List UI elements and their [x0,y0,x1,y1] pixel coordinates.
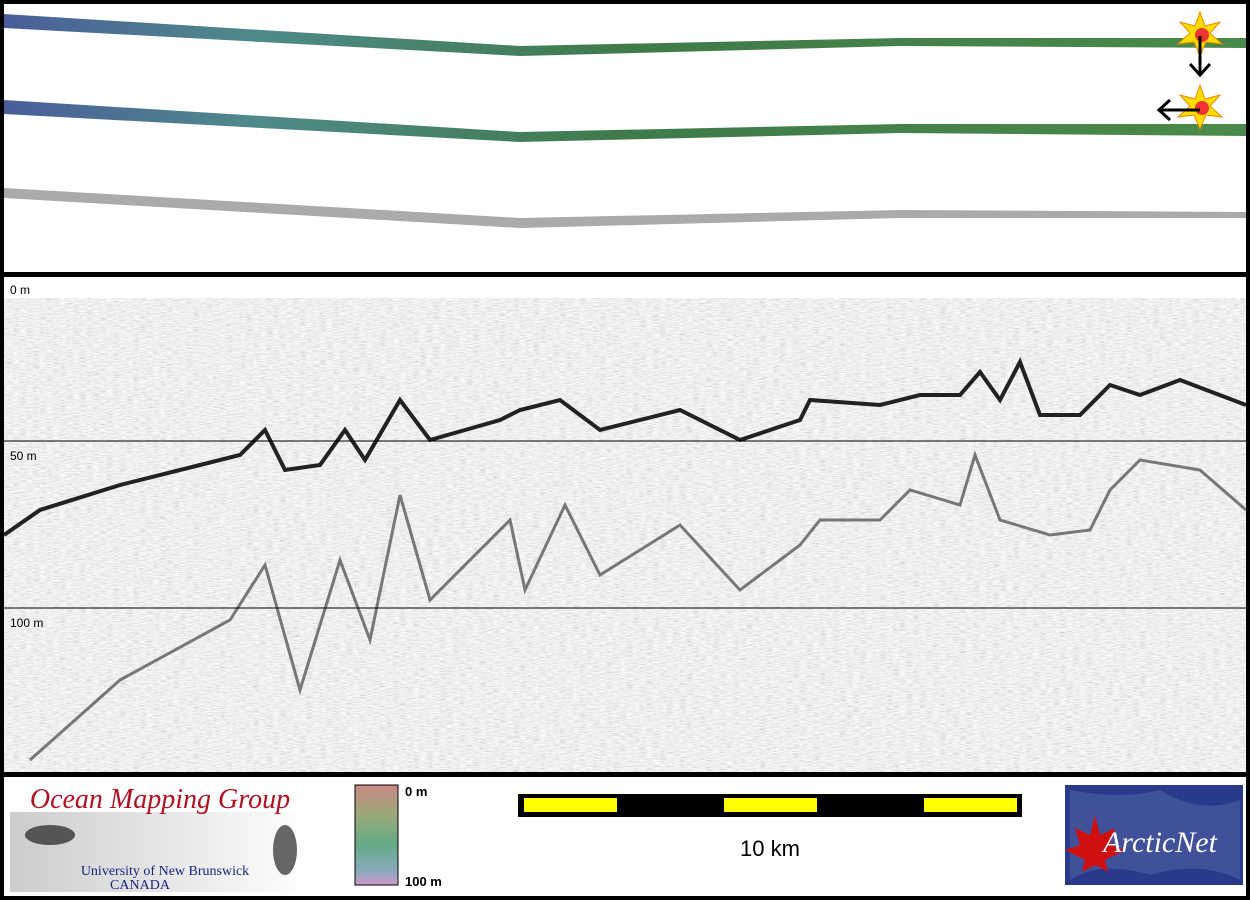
depth-label: 100 m [10,616,43,630]
color-scale [354,784,399,886]
swath-strip [4,188,1246,228]
logo-line: CANADA [110,878,171,893]
depth-label: 0 m [10,283,30,297]
swath-strip [4,100,1246,142]
color-scale-label: 0 m [405,784,427,799]
arrow-down [1188,36,1212,78]
profile-header [4,277,1246,298]
seismic-noise [4,298,1246,772]
arcticnet-logo: ArcticNet [1065,785,1243,885]
scale-bar-label: 10 km [740,836,800,861]
omg-logo: Ocean Mapping Group University of New Br… [10,784,310,893]
depth-label: 50 m [10,449,37,463]
color-scale-label: 100 m [405,874,442,889]
arrow-left [1156,98,1200,122]
scale-bar [518,794,1022,817]
logo-line: University of New Brunswick [81,864,249,879]
logo-title: Ocean Mapping Group [30,784,290,815]
swath-strip [4,14,1246,56]
seafloor-reflector [2,357,1247,537]
partner-name: ArcticNet [1101,826,1218,859]
multiple-reflector [29,450,1247,762]
